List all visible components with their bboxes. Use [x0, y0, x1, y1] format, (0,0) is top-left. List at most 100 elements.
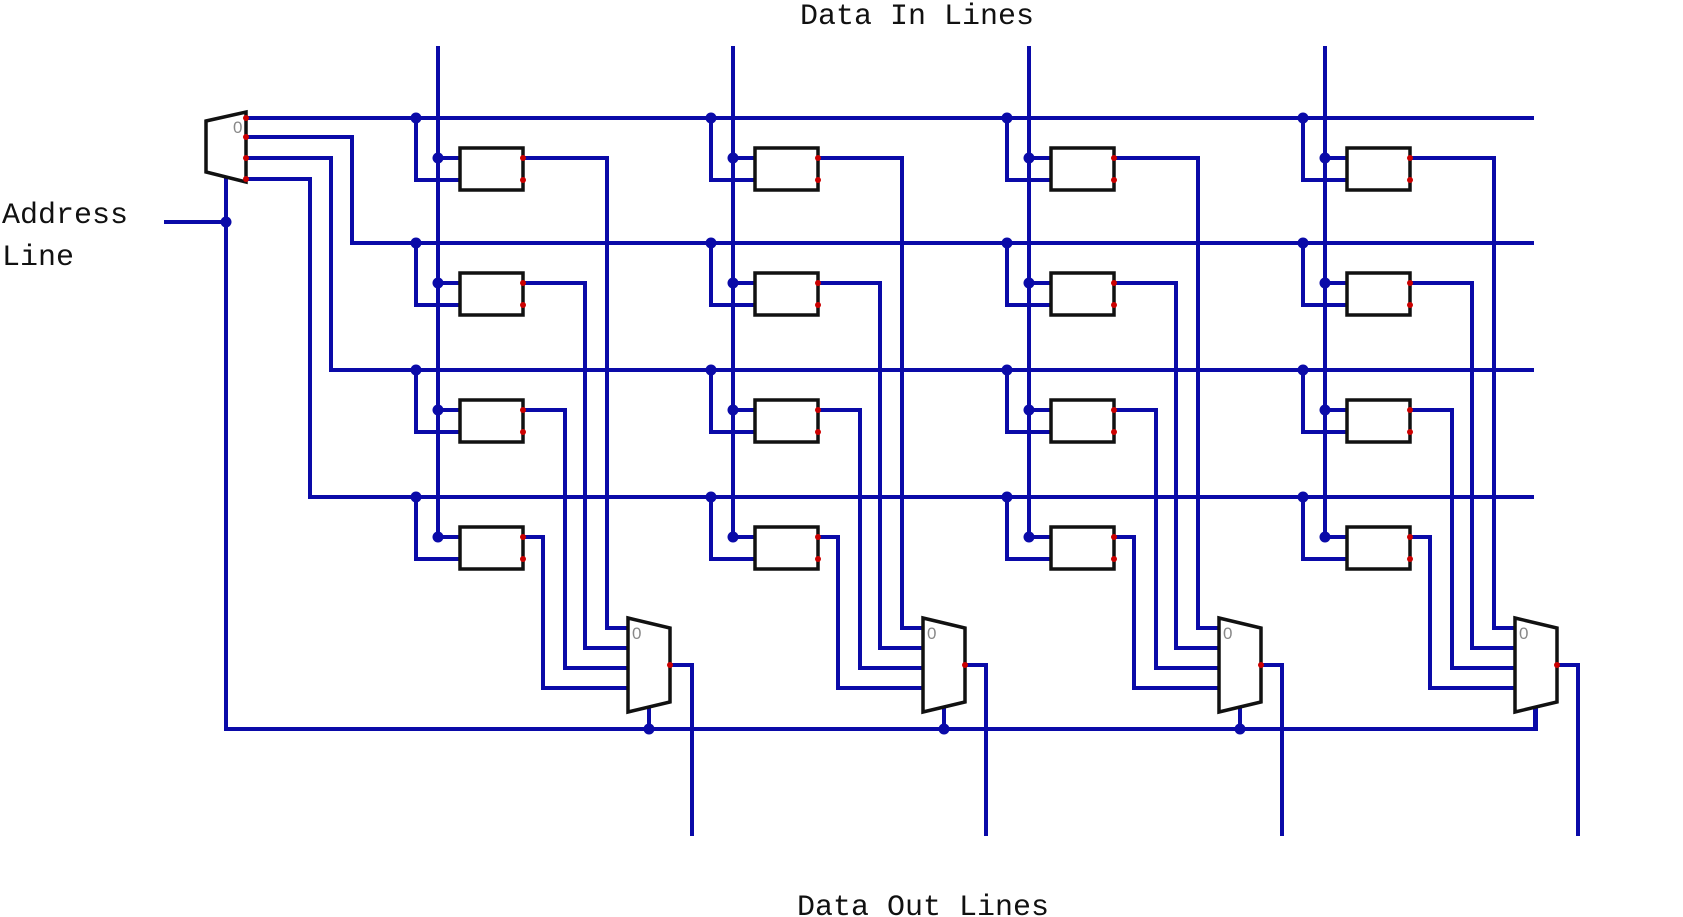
cell-output-pin	[815, 280, 821, 286]
row-junction	[1297, 364, 1309, 376]
junctions-layer	[220, 112, 1331, 735]
memory-cell	[1345, 146, 1412, 192]
memory-cell	[458, 525, 525, 571]
memory-cell	[753, 271, 820, 317]
data-out-line-2	[1259, 663, 1284, 836]
data-in-title: Data In Lines	[800, 0, 1034, 34]
mux-select-zero-label: 0	[927, 624, 936, 643]
cell-output-pin	[1111, 534, 1117, 540]
cell-output-wire	[1112, 408, 1221, 670]
cell-output-pin	[815, 534, 821, 540]
row-junction	[1297, 491, 1309, 503]
cell-output-pin	[1111, 280, 1117, 286]
row-junction	[410, 112, 422, 124]
cell-select-wire	[709, 368, 757, 434]
row-junction	[705, 364, 717, 376]
column-mux	[921, 615, 967, 715]
cell-output-wire	[521, 535, 630, 690]
decoder-output-pin	[243, 176, 249, 182]
data-in-junction	[1319, 152, 1331, 164]
cell-output-wire	[1112, 156, 1221, 630]
cell-select-wire	[1301, 495, 1349, 561]
mux-select-zero-label: 0	[1519, 624, 1528, 643]
decoder-select-zero-label: 0	[233, 118, 242, 137]
cell-output-pin	[520, 534, 526, 540]
cell-aux-pin	[520, 556, 526, 562]
data-in-junction	[1023, 531, 1035, 543]
cell-select-wire	[1301, 241, 1349, 307]
cell-output-wire	[521, 156, 630, 630]
data-in-junction	[1023, 277, 1035, 289]
cell-output-wire	[521, 281, 630, 650]
memory-cell	[753, 146, 820, 192]
memory-cell	[458, 146, 525, 192]
cell-output-wire	[1408, 408, 1517, 670]
row-junction	[410, 491, 422, 503]
cell-output-wire	[1112, 281, 1221, 650]
row-junction	[1297, 237, 1309, 249]
cell-output-pin	[815, 155, 821, 161]
cell-select-wire	[414, 495, 462, 561]
row-junction	[1001, 112, 1013, 124]
cell-aux-pin	[815, 177, 821, 183]
cell-aux-pin	[520, 429, 526, 435]
memory-cell	[458, 398, 525, 444]
mux-select-zero-label: 0	[1223, 624, 1232, 643]
cell-select-wire	[1301, 368, 1349, 434]
memory-cell	[1345, 398, 1412, 444]
cell-aux-pin	[1111, 177, 1117, 183]
data-in-junction	[1319, 531, 1331, 543]
cell-output-wire	[816, 156, 925, 630]
cell-aux-pin	[815, 429, 821, 435]
mux-output-pin	[962, 662, 968, 668]
column-mux	[1513, 615, 1559, 715]
decoder-output-pin	[243, 115, 249, 121]
data-in-junction	[1023, 404, 1035, 416]
cell-output-wire	[521, 408, 630, 670]
address-bus-junction	[643, 723, 655, 735]
cell-aux-pin	[520, 177, 526, 183]
cell-select-wire	[414, 241, 462, 307]
address-line-label-1: Address	[2, 199, 128, 233]
cell-select-wire	[1005, 495, 1053, 561]
cell-aux-pin	[815, 556, 821, 562]
data-in-junction	[727, 152, 739, 164]
address-bus-wire	[224, 178, 1537, 731]
cell-output-pin	[1407, 407, 1413, 413]
cell-output-pin	[1111, 155, 1117, 161]
memory-cell	[1049, 146, 1116, 192]
cell-output-wire	[1408, 535, 1517, 690]
column-mux	[1217, 615, 1263, 715]
cell-output-pin	[815, 407, 821, 413]
memory-cell	[1049, 398, 1116, 444]
cell-output-pin	[520, 407, 526, 413]
cell-select-wire	[1005, 241, 1053, 307]
data-out-title: Data Out Lines	[797, 891, 1049, 917]
cell-select-wire	[1005, 116, 1053, 182]
cell-output-pin	[1111, 407, 1117, 413]
cell-select-wire	[1005, 368, 1053, 434]
data-in-junction	[1023, 152, 1035, 164]
row-junction	[410, 364, 422, 376]
cell-output-wire	[816, 281, 925, 650]
row-junction	[705, 491, 717, 503]
cell-output-pin	[520, 155, 526, 161]
cell-output-wire	[1408, 156, 1517, 630]
cell-select-wire	[709, 495, 757, 561]
row-line-1	[244, 135, 1534, 245]
data-in-junction	[727, 531, 739, 543]
address-bus-junction	[1234, 723, 1246, 735]
cell-output-pin	[520, 280, 526, 286]
memory-cell	[1049, 271, 1116, 317]
cell-aux-pin	[1407, 302, 1413, 308]
cell-aux-pin	[1407, 429, 1413, 435]
column-mux	[626, 615, 672, 715]
cell-aux-pin	[1407, 556, 1413, 562]
mux-select-zero-label: 0	[632, 624, 641, 643]
row-junction	[1001, 237, 1013, 249]
data-in-junction	[432, 152, 444, 164]
address-bus-junction	[938, 723, 950, 735]
data-out-line-1	[963, 663, 988, 836]
mux-output-pin	[1258, 662, 1264, 668]
row-junction	[705, 112, 717, 124]
